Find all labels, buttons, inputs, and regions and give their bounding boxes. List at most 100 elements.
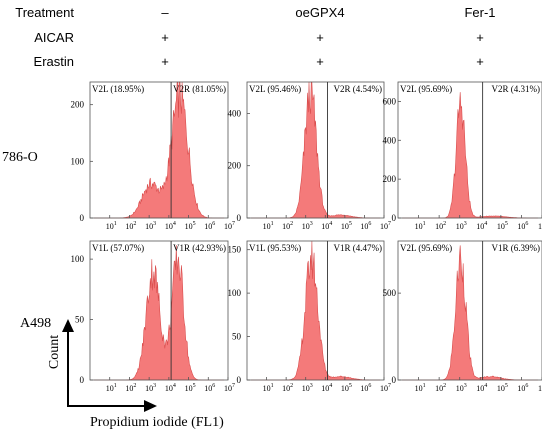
gate-label-right: V1R (6.39%) <box>492 243 541 253</box>
x-tick-label: 105 <box>497 221 508 231</box>
y-tick-label: 0 <box>392 213 397 223</box>
x-tick-label: 105 <box>185 383 196 393</box>
x-tick-label: 103 <box>302 383 313 393</box>
histogram-panel: V2L (95.69%) V2R (4.31%) 0 200 400 600 101 102 1… <box>383 81 542 231</box>
y-arrow-head-icon <box>62 319 74 332</box>
header-value: + <box>161 54 169 69</box>
x-tick-label: 101 <box>106 221 117 231</box>
histogram-area <box>93 81 225 219</box>
plot-frame <box>89 81 229 219</box>
header-value: + <box>476 54 484 69</box>
header-value: + <box>476 30 484 45</box>
x-tick-label: 107 <box>380 221 391 231</box>
x-tick-label: 103 <box>302 221 313 231</box>
histogram-area <box>250 81 381 219</box>
x-tick-label: 104 <box>321 221 332 231</box>
x-tick-label: 106 <box>360 383 371 393</box>
y-tick-label: 100 <box>71 156 85 166</box>
x-tick-label: 104 <box>476 383 487 393</box>
x-tick-label: 106 <box>360 221 371 231</box>
x-tick-label: 107 <box>224 383 235 393</box>
header-value: oeGPX4 <box>295 5 344 20</box>
header-value: – <box>161 5 169 20</box>
x-tick-label: 101 <box>263 221 274 231</box>
plot-frame <box>397 240 542 381</box>
histogram-area <box>402 92 538 219</box>
x-tick-label: 103 <box>145 383 156 393</box>
y-tick-label: 100 <box>228 288 242 298</box>
histogram-panels: V2L (18.95%) V2R (81.05%) 0 100 200 101 102 103… <box>71 81 542 393</box>
y-tick-label: 0 <box>80 213 85 223</box>
gate-label-left: V2L (95.46%) <box>249 84 301 94</box>
histogram-panel: V2L (95.69%) V1R (6.39%) 0 500 101 102 103 104 1… <box>383 240 542 393</box>
histogram-area <box>250 240 381 381</box>
x-tick-label: 102 <box>125 221 136 231</box>
gate-label-left: V2L (95.69%) <box>400 243 452 253</box>
y-tick-label: 0 <box>80 375 85 385</box>
plot-frame <box>246 81 385 219</box>
y-tick-label: 200 <box>383 174 397 184</box>
x-tick-label: 106 <box>204 221 215 231</box>
gate-label-right: V1R (42.93%) <box>173 243 226 253</box>
y-tick-label: 400 <box>383 135 397 145</box>
x-tick-label: 107 <box>538 221 542 231</box>
histogram-panel: V1L (57.07%) V1R (42.93%) 0 50 100 101 102 103 1… <box>71 240 235 393</box>
y-tick-label: 0 <box>237 213 242 223</box>
gate-label-right: V2R (81.05%) <box>173 84 226 94</box>
x-tick-label: 106 <box>517 383 528 393</box>
x-axis-title: Propidium iodide (FL1) <box>90 415 224 430</box>
y-tick-label: 100 <box>71 254 85 264</box>
x-tick-label: 104 <box>165 383 176 393</box>
x-tick-label: 105 <box>341 383 352 393</box>
axis-direction-arrows: Count Propidium iodide (FL1) <box>47 319 224 430</box>
histogram-area <box>93 244 225 381</box>
y-axis-title: Count <box>47 335 62 369</box>
histogram-panel: V2L (95.46%) V2R (4.54%) 0 200 400 101 102 103 1… <box>228 81 391 231</box>
x-tick-label: 105 <box>497 383 508 393</box>
treatment-header: Treatment – oeGPX4 Fer-1 AICAR + + + Era… <box>15 5 495 69</box>
x-tick-label: 103 <box>145 221 156 231</box>
histogram-panel: V2L (18.95%) V2R (81.05%) 0 100 200 101 102 103… <box>71 81 235 231</box>
y-tick-label: 150 <box>228 245 242 255</box>
histogram-panel: V1L (95.53%) V1R (4.47%) 0 50 100 150 101 102 10… <box>228 240 391 393</box>
x-tick-label: 102 <box>282 221 293 231</box>
x-tick-label: 102 <box>125 383 136 393</box>
x-tick-label: 107 <box>538 383 542 393</box>
y-tick-label: 0 <box>237 375 242 385</box>
x-tick-label: 104 <box>165 221 176 231</box>
gate-label-right: V2R (4.54%) <box>334 84 383 94</box>
histogram-area <box>402 245 538 381</box>
y-tick-label: 400 <box>228 108 242 118</box>
x-tick-label: 101 <box>415 383 426 393</box>
header-label-treatment: Treatment <box>15 5 74 20</box>
gate-label-right: V2R (4.31%) <box>492 84 541 94</box>
header-value: Fer-1 <box>464 5 495 20</box>
x-tick-label: 107 <box>380 383 391 393</box>
x-tick-label: 103 <box>456 221 467 231</box>
plot-frame <box>89 240 229 381</box>
x-tick-label: 101 <box>106 383 117 393</box>
gate-label-left: V2L (18.95%) <box>92 84 144 94</box>
row-label-a498: A498 <box>20 316 51 331</box>
x-tick-label: 106 <box>204 383 215 393</box>
x-tick-label: 105 <box>341 221 352 231</box>
x-tick-label: 104 <box>476 221 487 231</box>
y-tick-label: 200 <box>71 100 85 110</box>
plot-frame <box>397 81 542 219</box>
gate-label-left: V1L (95.53%) <box>249 243 301 253</box>
y-tick-label: 50 <box>232 332 242 342</box>
y-tick-label: 200 <box>228 161 242 171</box>
x-tick-label: 101 <box>415 221 426 231</box>
header-value: + <box>316 54 324 69</box>
y-tick-label: 600 <box>383 96 397 106</box>
x-tick-label: 102 <box>282 383 293 393</box>
x-tick-label: 104 <box>321 383 332 393</box>
y-tick-label: 500 <box>383 288 397 298</box>
gate-label-right: V1R (4.47%) <box>334 243 383 253</box>
header-label-erastin: Erastin <box>34 54 74 69</box>
x-tick-label: 101 <box>263 383 274 393</box>
x-tick-label: 103 <box>456 383 467 393</box>
gate-label-left: V2L (95.69%) <box>400 84 452 94</box>
gate-label-left: V1L (57.07%) <box>92 243 144 253</box>
